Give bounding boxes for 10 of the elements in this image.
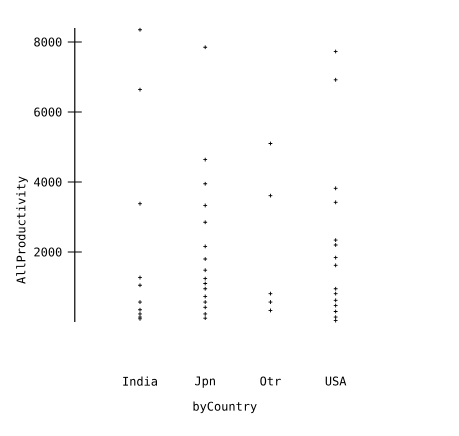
y-axis-title: AllProductivity xyxy=(16,176,28,284)
y-tick-label: 6000 xyxy=(34,107,62,117)
x-axis-title: byCountry xyxy=(194,402,257,414)
x-tick-label: Otr xyxy=(260,376,281,386)
y-tick-label: 8000 xyxy=(34,37,62,47)
x-tick-label: Jpn xyxy=(195,376,215,388)
x-tick-label: USA xyxy=(326,376,346,386)
y-tick-label: 2000 xyxy=(34,247,62,257)
y-tick-label: 4000 xyxy=(34,177,62,187)
x-tick-label: India xyxy=(123,376,157,386)
